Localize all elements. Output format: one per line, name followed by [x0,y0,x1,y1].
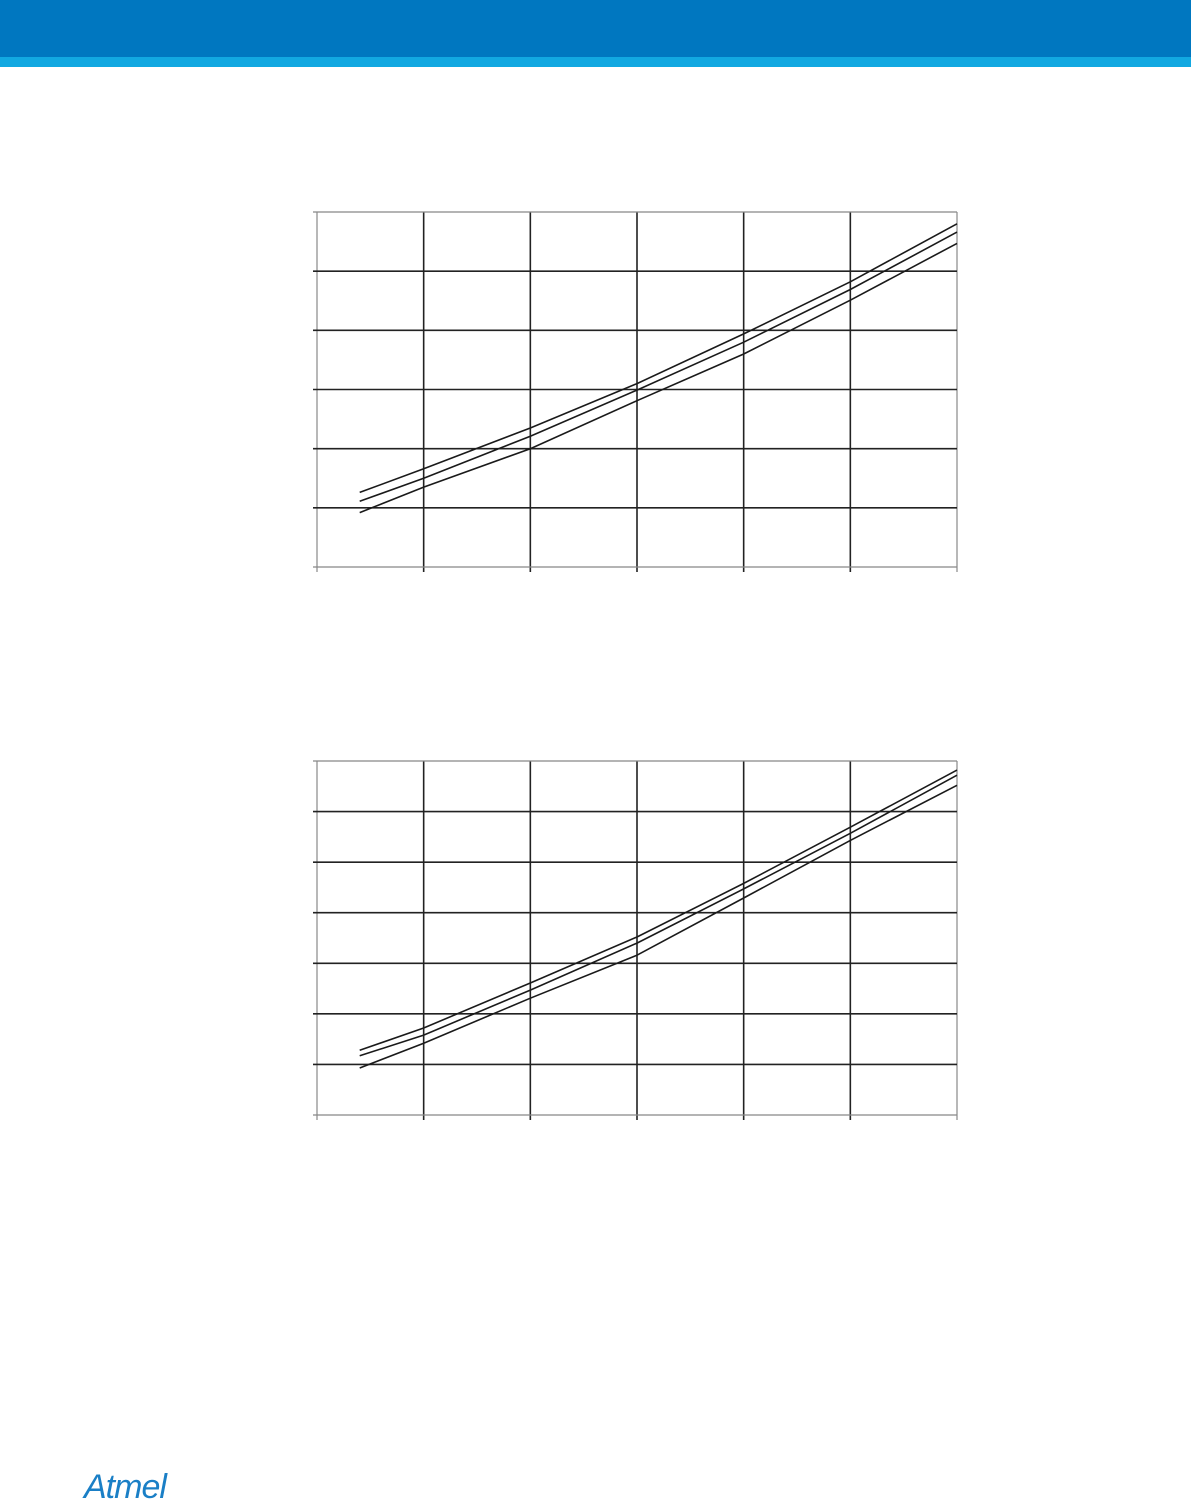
series-line-3 [359,242,958,514]
series-line-1 [359,769,958,1052]
atmel-logo: Atmel [84,1468,167,1506]
chart-2 [313,760,958,1120]
chart-1 [313,211,958,572]
series-line-2 [359,231,958,503]
series-line-1 [359,223,958,494]
series-line-3 [359,784,958,1069]
header-bar [0,0,1191,57]
header-accent-strip [0,57,1191,67]
series-line-2 [359,774,958,1057]
